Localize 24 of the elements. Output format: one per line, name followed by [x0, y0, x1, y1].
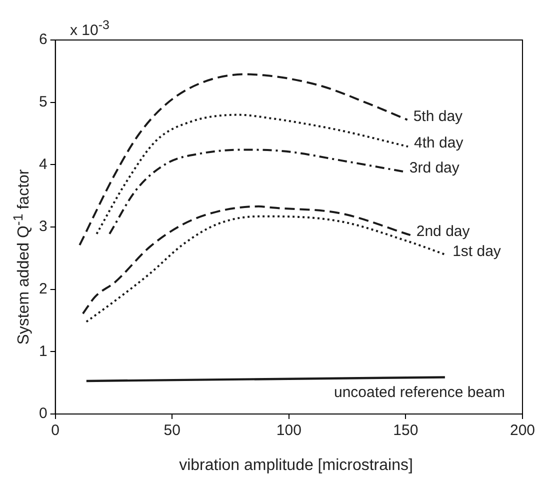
line-series: [108, 148, 404, 235]
series-label: 2nd day: [416, 223, 470, 240]
line-series: [78, 73, 408, 246]
x-tick-label: 200: [510, 422, 535, 440]
series-label: 5th day: [413, 108, 464, 125]
series-label: 4th day: [414, 134, 464, 152]
series-label: 3rd day: [409, 160, 460, 177]
y-tick-label: 2: [39, 280, 48, 298]
x-tick-label: 150: [393, 422, 418, 440]
x-tick-label: 50: [164, 422, 180, 440]
y-tick-label: 4: [39, 156, 48, 173]
series-label: uncoated reference beam: [334, 384, 505, 401]
y-tick-label: 0: [39, 405, 48, 422]
line-series: [96, 114, 410, 235]
line-series: [82, 205, 412, 315]
y-tick-label: 5: [39, 93, 48, 110]
x-tick-label: 0: [51, 422, 60, 440]
series-label: 1st day: [452, 243, 502, 260]
y-tick-label: 3: [39, 218, 48, 236]
y-tick-label: 1: [39, 342, 48, 360]
y-tick-label: 6: [39, 31, 48, 48]
x-tick-label: 100: [276, 422, 302, 440]
x-axis-title: vibration amplitude [microstrains]: [179, 457, 413, 475]
text: x 10$^{-3}$: [70, 18, 110, 39]
